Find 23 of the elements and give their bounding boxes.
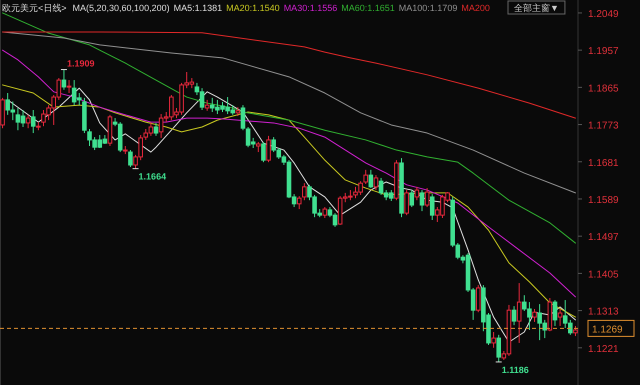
y-tick-label: 1.2049 — [588, 8, 620, 20]
y-tick-label: 1.1957 — [588, 46, 620, 58]
text: MA20:1.1540 — [226, 3, 280, 13]
annotation: 1.1664 — [138, 172, 166, 182]
annotation: 1.1186 — [502, 364, 529, 375]
y-tick-label: 1.1313 — [588, 306, 620, 318]
y-tick-label: 1.1405 — [588, 269, 620, 280]
chart-title: 欧元美元<日线> — [2, 3, 67, 13]
y-tick-label: 1.1865 — [588, 83, 620, 94]
text: MA200 — [461, 3, 490, 13]
text: MA100:1.1709 — [398, 3, 458, 13]
y-tick-label: 1.1221 — [588, 344, 620, 355]
annotation: 1.1909 — [66, 58, 94, 69]
text: MA60:1.1651 — [341, 3, 395, 13]
text: MA5:1.1381 — [174, 3, 222, 13]
y-tick-label: 1.1497 — [588, 232, 620, 244]
text: MA30:1.1556 — [284, 3, 338, 13]
annotation: 全部主窗▼ — [514, 3, 559, 13]
ref-line-label: 1.1269 — [592, 324, 624, 336]
y-tick-label: 1.1589 — [588, 194, 620, 206]
y-tick-label: 1.1681 — [588, 158, 620, 169]
chart-subtitle: MA(5,20,30,60,100,200) — [72, 3, 170, 13]
y-tick-label: 1.1773 — [588, 120, 620, 132]
